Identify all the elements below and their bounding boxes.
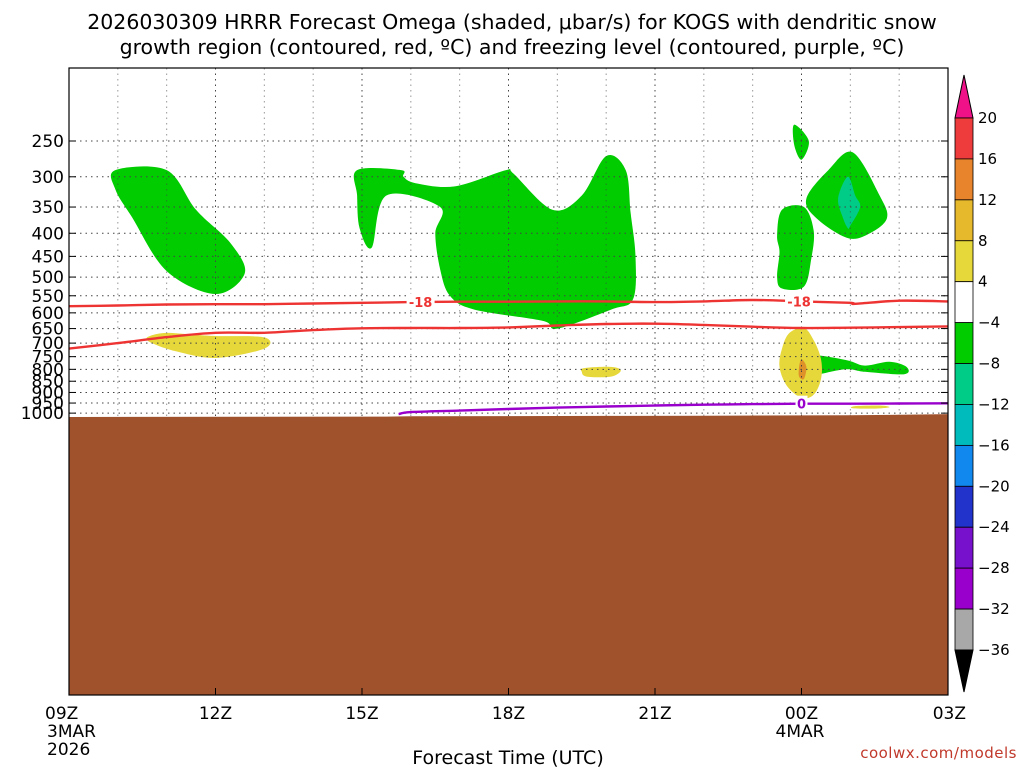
x-axis-label: Forecast Time (UTC): [412, 747, 603, 768]
freezing-level-contour-label-bg: [795, 395, 808, 412]
dgz-contour-0-label: -18: [787, 295, 811, 310]
title: 2026030309 HRRR Forecast Omega (shaded, …: [87, 10, 937, 59]
dgz-contour-0-label: -18: [409, 296, 433, 311]
x-tick-year-label: 2026: [47, 740, 90, 760]
colorbar-swatch: [954, 404, 974, 446]
omega-region-orange: [798, 359, 807, 380]
y-tick-label: 600: [32, 304, 64, 324]
colorbar-swatch: [954, 526, 974, 569]
y-tick-label: 900: [32, 383, 64, 403]
y-tick-label: 550: [32, 287, 64, 307]
y-tick-label: 1000: [21, 404, 64, 424]
freezing-level-contour-label: 0: [797, 398, 806, 413]
y-tick-label: 400: [32, 224, 64, 244]
y-tick-label: 850: [32, 372, 64, 392]
grid: [68, 68, 949, 695]
colorbar-label: −4: [978, 314, 1000, 332]
y-tick-label: 450: [32, 247, 64, 267]
dgz-contour-0-label-bg: [785, 293, 814, 310]
colorbar-label: −28: [978, 559, 1010, 577]
credit-text: coolwx.com/models: [860, 744, 1017, 762]
colorbar-label: 12: [978, 191, 997, 209]
x-tick-date-label: 4MAR: [776, 722, 825, 742]
freezing-level-contour-line: [398, 402, 948, 416]
y-tick-label: 750: [32, 348, 64, 368]
dgz-contour-0-line: [69, 298, 948, 308]
x-tick-label: 18Z: [492, 704, 525, 724]
colorbar-label: 16: [978, 150, 997, 168]
colorbar-swatch: [954, 117, 974, 160]
colorbar-swatch: [954, 199, 974, 242]
colorbar-label: −20: [978, 477, 1010, 495]
colorbar-swatch: [954, 363, 974, 405]
title-line-1: 2026030309 HRRR Forecast Omega (shaded, …: [87, 10, 937, 34]
colorbar-label: −16: [978, 436, 1010, 454]
x-tick-date-label: 3MAR: [47, 722, 96, 742]
dgz-contour-1-line: [69, 322, 948, 350]
colorbar-label: 20: [978, 109, 997, 127]
y-tick-label: 950: [32, 394, 64, 414]
colorbar-swatch: [954, 567, 974, 610]
y-tick-label: 300: [32, 168, 64, 188]
dgz-contour-0-label-bg: [406, 294, 435, 311]
colorbar-label: 8: [978, 232, 988, 250]
omega-region-teal: [837, 176, 861, 230]
y-tick-label: 500: [32, 268, 64, 288]
x-tick-label: 09Z: [45, 704, 78, 724]
contours: -18 -18 0: [69, 293, 948, 416]
colorbar-top-arrow: [954, 74, 974, 119]
colorbar-label: 4: [978, 273, 988, 291]
colorbar-label: −24: [978, 518, 1010, 536]
y-axis: 250 300 350 400 4505005506006507007508008509…: [21, 132, 948, 424]
y-tick-label: 350: [32, 198, 64, 218]
omega-region-green: [353, 155, 636, 329]
ground-layer: [69, 414, 948, 695]
x-tick-label: 15Z: [345, 704, 378, 724]
omega-region-green: [792, 124, 809, 160]
colorbar-swatch: [954, 322, 974, 364]
x-tick-label: 21Z: [638, 704, 671, 724]
colorbar-swatch: [954, 240, 974, 283]
y-tick-label: 650: [32, 320, 64, 340]
omega-region-green: [777, 205, 815, 291]
colorbar-swatch: [954, 158, 974, 201]
colorbar-label: −12: [978, 395, 1010, 413]
colorbar-label: −32: [978, 600, 1010, 618]
y-tick-label: 250: [32, 132, 64, 152]
ground-surface: [69, 414, 948, 695]
omega-region-yellow: [580, 366, 621, 378]
colorbar-swatch: [954, 485, 974, 528]
colorbar-swatch: [954, 281, 974, 324]
x-tick-label: 00Z: [785, 704, 818, 724]
colorbar-bottom-arrow: [954, 649, 974, 693]
omega-region-yellow: [850, 405, 890, 409]
colorbar-swatch: [954, 444, 974, 487]
y-tick-label: 800: [32, 360, 64, 380]
colorbar-label: −36: [978, 641, 1010, 659]
colorbar-label: −8: [978, 355, 1000, 373]
x-tick-label: 03Z: [933, 704, 966, 724]
title-line-2: growth region (contoured, red, ºC) and f…: [120, 35, 905, 59]
x-tick-label: 12Z: [199, 704, 232, 724]
omega-region-green: [110, 166, 246, 295]
y-tick-label: 700: [32, 334, 64, 354]
omega-region-yellow: [146, 332, 271, 359]
colorbar-swatch: [954, 608, 974, 651]
omega-shading: [110, 124, 909, 409]
colorbar: 20 16 12 8 4 −4 −8 −12 −16 −20 −24 −28 −32 −36: [954, 74, 1010, 693]
